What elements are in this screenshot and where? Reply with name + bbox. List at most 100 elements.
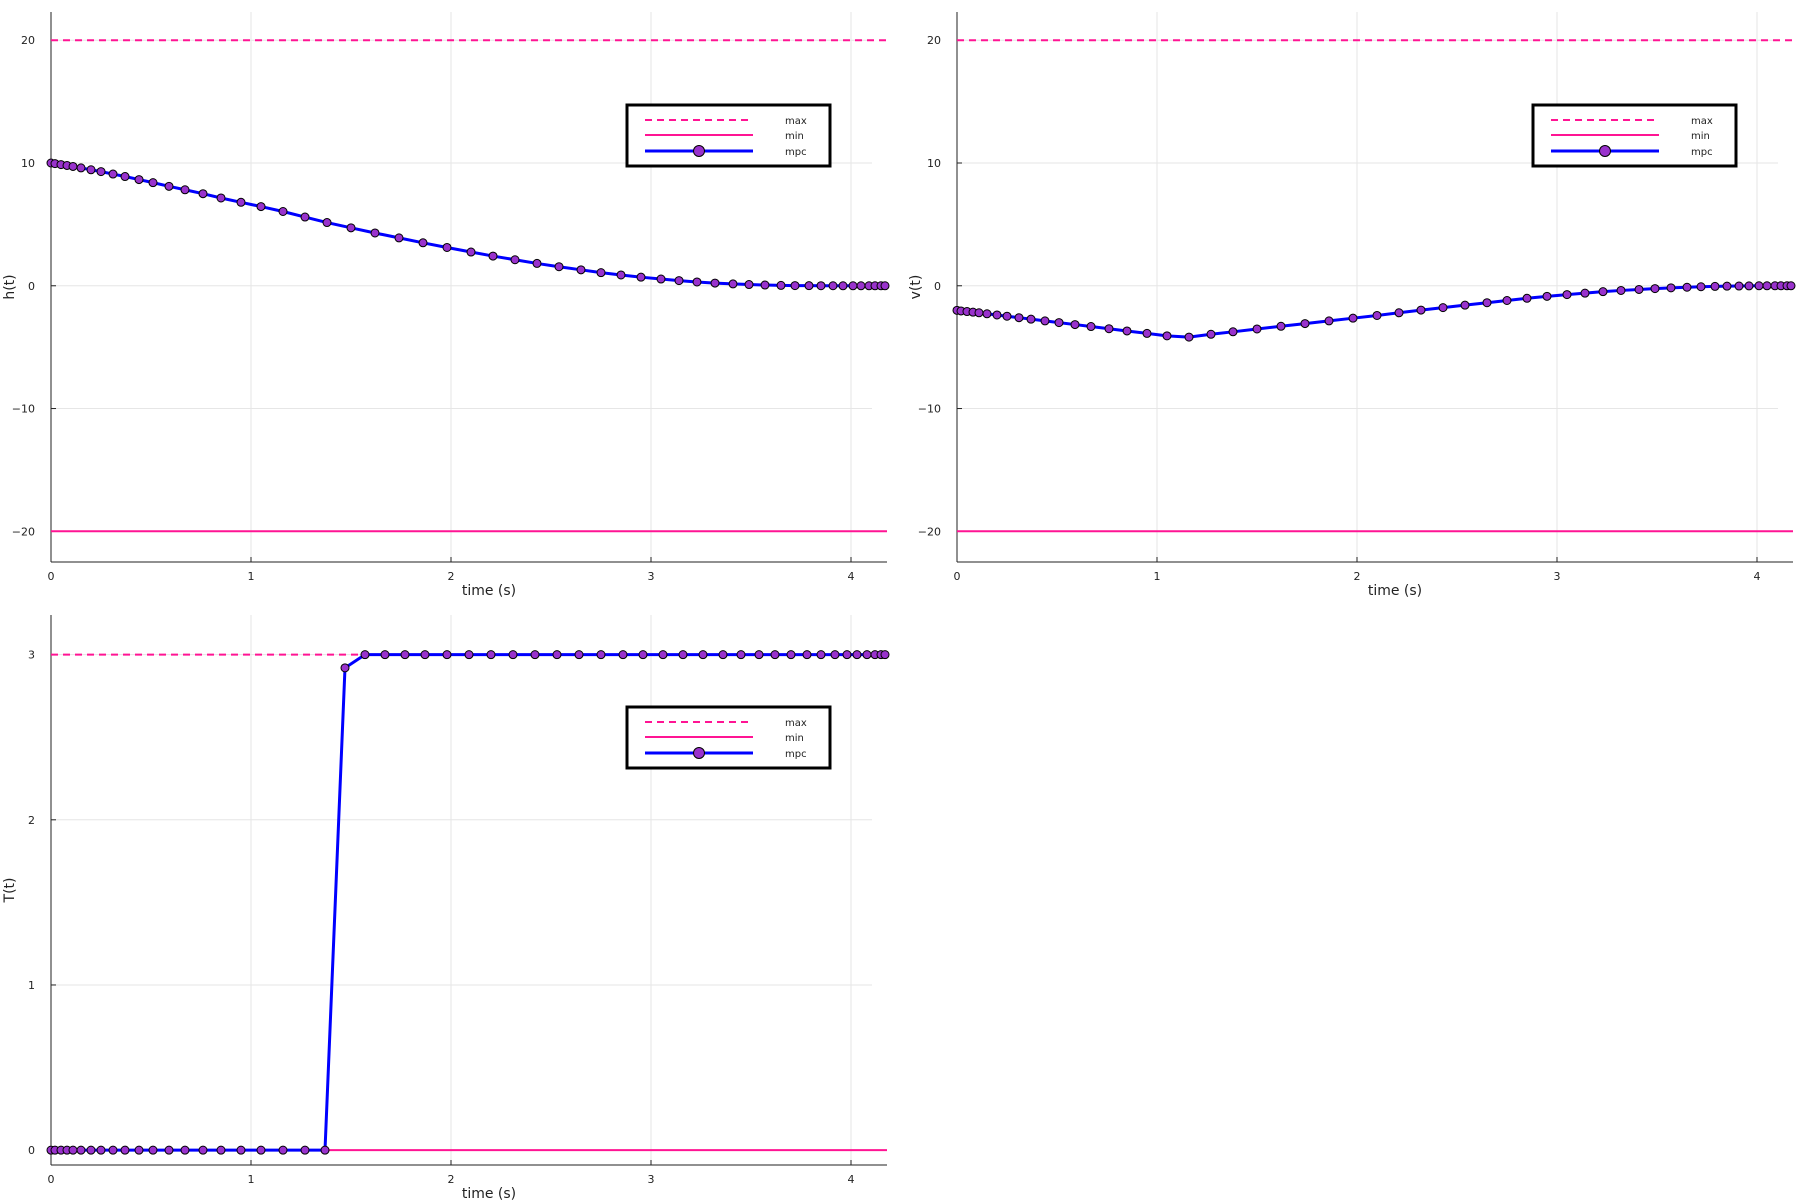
mpc-data-point <box>1580 288 1590 298</box>
y-tick-label: −20 <box>918 525 941 538</box>
mpc-data-point <box>1162 331 1172 341</box>
mpc-data-point <box>360 650 370 660</box>
y-tick-label: 0 <box>28 1144 35 1157</box>
mpc-data-point <box>830 650 840 660</box>
mpc-data-point <box>554 262 564 272</box>
mpc-data-point <box>1616 285 1626 295</box>
y-tick-label: −10 <box>918 403 941 416</box>
mpc-data-point <box>1276 321 1286 331</box>
mpc-data-point <box>974 308 984 318</box>
mpc-data-point <box>1086 322 1096 332</box>
mpc-data-point <box>1252 324 1262 334</box>
mpc-data-point <box>1026 314 1036 324</box>
mpc-data-point <box>638 650 648 660</box>
mpc-data-point <box>816 281 826 291</box>
x-tick-label: 3 <box>648 570 655 583</box>
chart-v: 0 1 2 3 4 −20 −10 0 10 20 time (s) v(t) max min mpc <box>908 12 1796 599</box>
mpc-data-point <box>1438 303 1448 313</box>
x-tick-label: 3 <box>1554 570 1561 583</box>
mpc-data-point <box>656 274 666 284</box>
mpc-data-point <box>1142 328 1152 338</box>
y-tick-label: 0 <box>934 280 941 293</box>
mpc-data-point <box>76 1145 86 1155</box>
mpc-data-point <box>1710 281 1720 291</box>
mpc-data-point <box>674 276 684 286</box>
mpc-data-point <box>300 212 310 222</box>
mpc-data-point <box>1122 326 1132 336</box>
x-tick-label: 2 <box>448 1173 455 1186</box>
x-tick-label: 4 <box>1754 570 1761 583</box>
mpc-data-point <box>1184 332 1194 342</box>
y-tick-label: 10 <box>21 157 35 170</box>
mpc-data-point <box>1598 287 1608 297</box>
mpc-data-point <box>120 1145 130 1155</box>
mpc-data-point <box>320 1145 330 1155</box>
legend-mpc-marker <box>1599 145 1611 157</box>
mpc-data-point <box>180 185 190 195</box>
mpc-data-point <box>880 650 890 660</box>
mpc-data-point <box>838 281 848 291</box>
mpc-data-point <box>68 161 78 171</box>
mpc-data-point <box>1104 324 1114 334</box>
y-axis-label: v(t) <box>908 275 924 300</box>
mpc-data-point <box>596 650 606 660</box>
mpc-data-point <box>96 167 106 177</box>
y-tick-label: 1 <box>28 979 35 992</box>
x-tick-label: 1 <box>248 570 255 583</box>
mpc-data-point <box>574 650 584 660</box>
x-axis-label: time (s) <box>1368 583 1422 599</box>
mpc-data-point <box>1682 282 1692 292</box>
legend-max-label: max <box>785 718 807 729</box>
mpc-data-point <box>1206 329 1216 339</box>
legend-max-label: max <box>785 116 807 127</box>
mpc-data-point <box>198 189 208 199</box>
mpc-data-point <box>346 223 356 233</box>
mpc-data-point <box>530 650 540 660</box>
mpc-data-point <box>678 650 688 660</box>
mpc-data-point <box>1300 319 1310 329</box>
mpc-data-point <box>786 650 796 660</box>
mpc-data-point <box>1324 316 1334 326</box>
mpc-series-line <box>50 161 885 288</box>
mpc-data-point <box>394 233 404 243</box>
chart-T: 0 1 2 3 4 0 1 2 3 time (s) T(t) max min mpc <box>2 615 890 1200</box>
mpc-data-point <box>148 1145 158 1155</box>
mpc-data-point <box>1348 313 1358 323</box>
mpc-data-point <box>552 650 562 660</box>
chart-h: 0 1 2 3 4 −20 −10 0 10 20 time (s) h(t) max min mpc <box>2 12 890 599</box>
mpc-data-point <box>1634 284 1644 294</box>
mpc-data-point <box>770 650 780 660</box>
mpc-data-point <box>576 265 586 275</box>
mpc-data-point <box>198 1145 208 1155</box>
mpc-data-point <box>992 310 1002 320</box>
mpc-data-point <box>96 1145 106 1155</box>
legend-mpc-label: mpc <box>1691 147 1713 158</box>
mpc-data-point <box>164 1145 174 1155</box>
legend-min-label: min <box>1691 131 1710 142</box>
mpc-data-point <box>718 650 728 660</box>
x-tick-label: 0 <box>48 1173 55 1186</box>
y-axis-label: h(t) <box>2 274 18 299</box>
x-tick-label: 3 <box>648 1173 655 1186</box>
mpc-data-point <box>164 181 174 191</box>
mpc-data-point <box>180 1145 190 1155</box>
mpc-data-point <box>728 279 738 289</box>
mpc-data-point <box>618 650 628 660</box>
mpc-data-point <box>370 228 380 238</box>
x-tick-label: 1 <box>1154 570 1161 583</box>
mpc-data-point <box>760 280 770 290</box>
mpc-data-point <box>1754 281 1764 291</box>
x-tick-label: 2 <box>1354 570 1361 583</box>
y-tick-label: 3 <box>28 649 35 662</box>
mpc-data-point <box>1040 316 1050 326</box>
x-tick-label: 0 <box>48 570 55 583</box>
mpc-data-point <box>68 1145 78 1155</box>
legend-max-label: max <box>1691 116 1713 127</box>
mpc-data-point <box>1734 281 1744 291</box>
mpc-data-point <box>488 251 498 261</box>
x-tick-label: 2 <box>448 570 455 583</box>
mpc-data-point <box>1460 300 1470 310</box>
mpc-data-point <box>86 1145 96 1155</box>
mpc-data-point <box>442 242 452 252</box>
mpc-data-point <box>510 255 520 265</box>
